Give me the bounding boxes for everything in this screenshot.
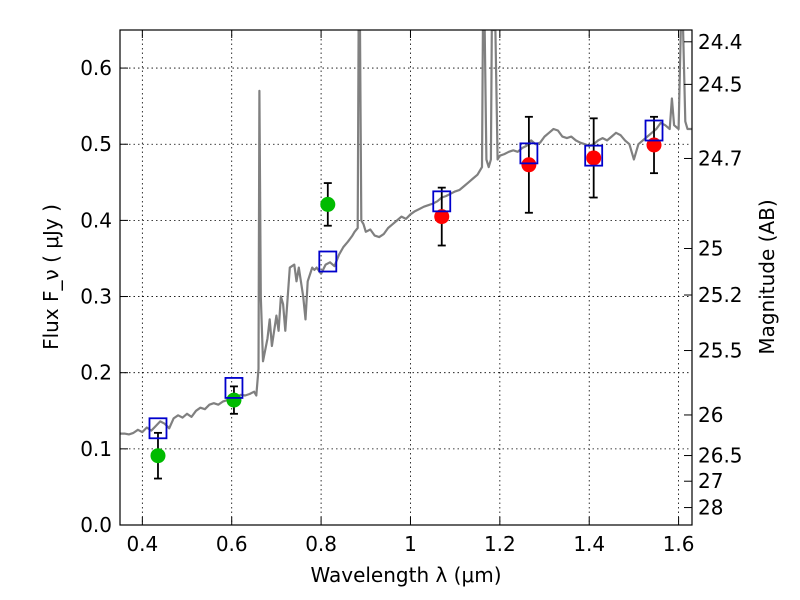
axis-ticks [120,30,692,526]
y-tick-label: 0.3 [80,285,112,309]
y-tick-label: 0.5 [80,132,112,156]
x-tick-label: 1.2 [484,532,516,556]
right-tick-label: 28 [698,496,723,520]
right-tick-label: 25.5 [698,339,743,363]
y-tick-label: 0.0 [80,513,112,537]
model-photometry-square [148,417,168,440]
x-tick-label: 0.8 [305,532,337,556]
observed-point [150,448,166,464]
x-tick-label: 1.6 [663,532,695,556]
observed-point [521,157,537,173]
data-layer [120,30,692,480]
model-photometry-square [318,250,338,273]
right-tick-label: 24.5 [698,72,743,96]
y-axis-right-title: Magnitude (AB) [755,199,779,354]
right-tick-label: 25 [698,236,723,260]
observed-point [320,196,336,212]
plot-frame [119,29,693,526]
x-tick-label: 0.6 [216,532,248,556]
tick-labels: 0.4 0.6 0.8 1 1.2 1.4 1.6 0.0 0.1 0.2 0.3 0.4 0.5 0.6… [80,30,742,556]
right-tick-label: 24.4 [698,30,743,54]
y-tick-label: 0.2 [80,361,112,385]
observed-point [226,392,242,408]
x-axis-title: Wavelength λ (μm) [310,563,501,587]
model-photometry-square [519,142,539,165]
model-photometry-square [432,190,452,213]
y-tick-label: 0.6 [80,56,112,80]
right-tick-label: 27 [698,469,723,493]
right-tick-label: 26 [698,403,723,427]
model-photometry-square [584,144,604,167]
y-tick-label: 0.4 [80,208,112,232]
observed-point [434,209,450,225]
model-photometry-square [224,377,244,399]
right-tick-label: 25.2 [698,283,743,307]
spectrum-line [120,30,692,436]
right-tick-label: 24.7 [698,146,743,170]
right-tick-label: 26.5 [698,444,743,468]
model-photometry-square [644,119,664,142]
y-tick-label: 0.1 [80,437,112,461]
y-axis-title: Flux F_ν ( μJy ) [39,204,63,350]
observed-point [586,150,602,166]
grid-lines [120,30,692,526]
x-tick-label: 1.4 [573,532,605,556]
x-tick-label: 1 [404,532,417,556]
x-tick-label: 0.4 [126,532,158,556]
